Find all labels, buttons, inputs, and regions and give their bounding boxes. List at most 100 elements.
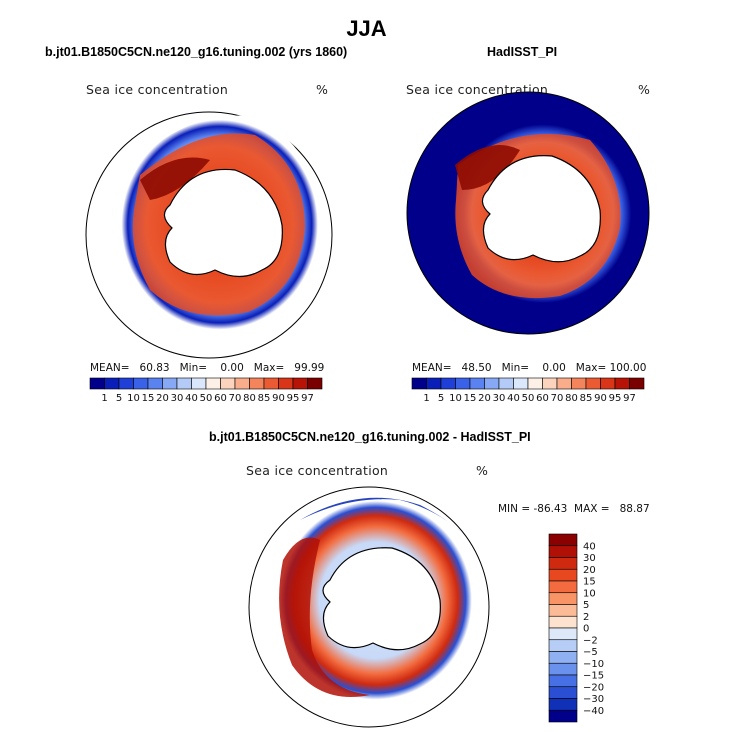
colorbar-tick-label: 30 [171, 393, 184, 404]
colorbar-swatch [548, 580, 578, 594]
colorbar-swatch [440, 377, 456, 390]
colorbar-swatch [278, 377, 294, 390]
colorbar-tick-label: 70 [229, 393, 242, 404]
colorbar-tick-label: 20 [583, 565, 596, 576]
colorbar-tick-label: 97 [623, 393, 636, 404]
colorbar-tick-label: 97 [301, 393, 314, 404]
colorbar-swatch [426, 377, 442, 390]
colorbar-swatch [548, 674, 578, 688]
colorbar-tick-label: −10 [583, 659, 604, 670]
antarctica-outline [163, 168, 283, 278]
colorbar-tick-label: −40 [583, 706, 604, 717]
colorbar-swatch [548, 686, 578, 699]
colorbar-tick-label: −15 [583, 671, 604, 682]
panel-diff-stats: MIN = -86.43 MAX = 88.87 [498, 503, 650, 515]
colorbar-tick-label: 10 [449, 393, 462, 404]
colorbar-tick-label: 30 [583, 553, 596, 564]
colorbar-swatch [249, 377, 265, 390]
colorbar-swatch [455, 377, 471, 390]
colorbar-swatch [176, 377, 192, 390]
colorbar-tick-label: 50 [522, 393, 535, 404]
colorbar-swatch [629, 377, 645, 390]
colorbar-tick-label: −5 [583, 647, 598, 658]
colorbar-swatch [548, 604, 578, 617]
colorbar-swatch [548, 615, 578, 629]
colorbar-swatch [307, 377, 323, 390]
colorbar-swatch [292, 377, 308, 390]
colorbar-swatch [263, 377, 279, 390]
colorbar-swatch [548, 592, 578, 605]
panel-diff-units: % [476, 463, 489, 478]
panel-obs-stats: MEAN= 48.50 Min= 0.00 Max= 100.00 [412, 362, 647, 374]
colorbar-swatch [498, 377, 514, 390]
colorbar-swatch [104, 377, 120, 390]
colorbar-tick-label: 5 [583, 600, 589, 611]
colorbar-swatch [411, 377, 427, 390]
colorbar-tick-label: 10 [127, 393, 140, 404]
colorbar-tick-label: 90 [272, 393, 285, 404]
colorbar-swatch [548, 709, 578, 723]
panel-obs-map [406, 91, 650, 335]
colorbar-obs: 1 5 10 15 20 30 40 50 60 70 80 85 90 95 97 [411, 377, 645, 404]
panel-diff-variable: Sea ice concentration [246, 463, 389, 478]
colorbar-tick-label: 20 [478, 393, 491, 404]
colorbar-tick-label: 0 [583, 624, 589, 635]
panel-model-units: % [316, 82, 329, 97]
colorbar-swatch [542, 377, 558, 390]
colorbar-swatch [548, 651, 578, 664]
colorbar-swatch [469, 377, 485, 390]
colorbar-swatch [614, 377, 630, 390]
colorbar-swatch [548, 533, 578, 547]
colorbar-tick-label: 95 [287, 393, 300, 404]
colorbar-swatch [133, 377, 149, 390]
colorbar-tick-label: 1 [101, 393, 107, 404]
colorbar-tick-label: −2 [583, 635, 598, 646]
colorbar-swatch [548, 662, 578, 676]
panel-diff-map [248, 486, 490, 728]
colorbar-tick-label: 20 [156, 393, 169, 404]
panel-obs-subtitle: HadISST_PI [487, 45, 558, 59]
colorbar-swatch [513, 377, 529, 390]
colorbar-tick-label: 5 [438, 393, 444, 404]
colorbar-tick-label: 80 [565, 393, 578, 404]
colorbar-swatch [548, 698, 578, 711]
colorbar-tick-label: 50 [200, 393, 213, 404]
colorbar-tick-label: 2 [583, 612, 589, 623]
panel-diff-subtitle: b.jt01.B1850C5CN.ne120_g16.tuning.002 - … [209, 430, 531, 444]
colorbar-swatch [548, 639, 578, 652]
colorbar-swatch [548, 627, 578, 641]
colorbar-swatch [484, 377, 500, 390]
colorbar-tick-label: 95 [609, 393, 622, 404]
colorbar-swatch [89, 377, 105, 390]
antarctica-outline [481, 155, 601, 263]
colorbar-swatch [600, 377, 616, 390]
colorbar-tick-label: 85 [258, 393, 271, 404]
panel-model-stats: MEAN= 60.83 Min= 0.00 Max= 99.99 [90, 362, 325, 374]
colorbar-swatch [548, 568, 578, 582]
colorbar-tick-label: 40 [583, 541, 596, 552]
colorbar-tick-label: 80 [243, 393, 256, 404]
colorbar-swatch [162, 377, 178, 390]
colorbar-model: 1 5 10 15 20 30 40 50 60 70 80 85 90 95 97 [89, 377, 323, 404]
figure-title: JJA [346, 16, 387, 41]
ice-core [140, 157, 210, 200]
colorbar-swatch [585, 377, 601, 390]
colorbar-swatch [571, 377, 587, 390]
colorbar-tick-label: −20 [583, 682, 604, 693]
colorbar-tick-label: 40 [507, 393, 520, 404]
colorbar-tick-label: 40 [185, 393, 198, 404]
colorbar-tick-label: 60 [536, 393, 549, 404]
colorbar-tick-label: 70 [551, 393, 564, 404]
panel-model-map [85, 111, 333, 359]
panel-obs-units: % [638, 82, 651, 97]
ice-core [455, 145, 520, 190]
colorbar-tick-label: 15 [583, 577, 596, 588]
colorbar-swatch [527, 377, 543, 390]
colorbar-tick-label: 1 [423, 393, 429, 404]
colorbar-swatch [548, 545, 578, 558]
colorbar-tick-label: 15 [464, 393, 477, 404]
colorbar-tick-label: 30 [493, 393, 506, 404]
panel-model-variable: Sea ice concentration [86, 82, 229, 97]
